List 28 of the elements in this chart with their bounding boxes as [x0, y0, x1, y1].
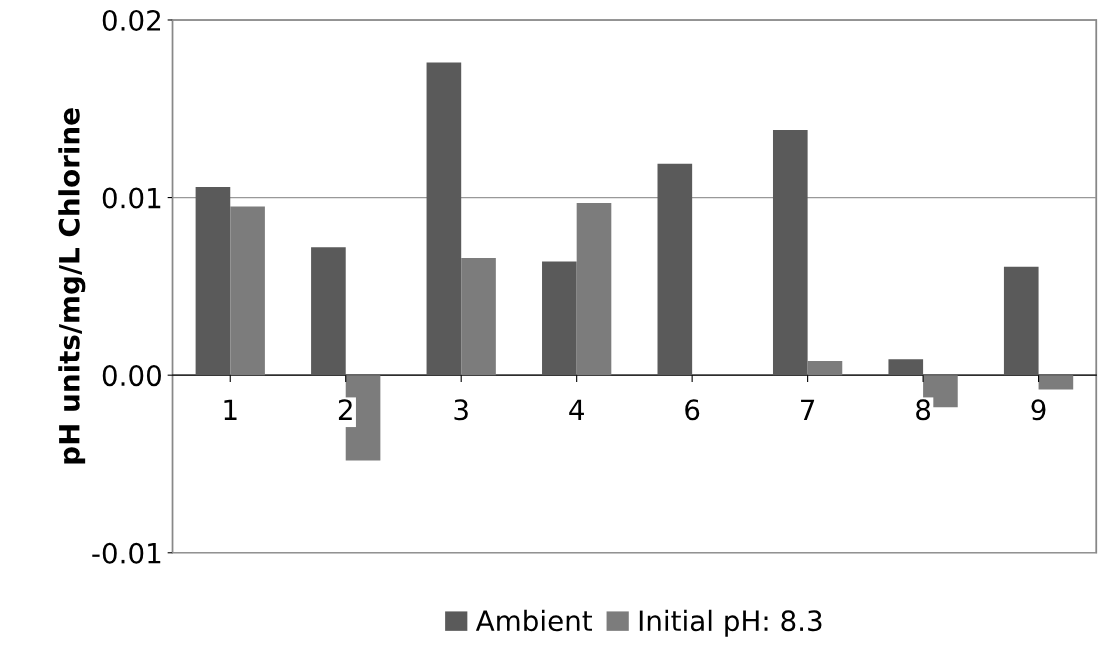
x-tick-label: 7: [801, 399, 815, 420]
y-tick-label: 0.01: [102, 187, 161, 209]
bar: [657, 163, 693, 376]
x-tick-label: 4: [569, 399, 584, 420]
bar: [807, 360, 843, 376]
y-tick-label: 0.02: [102, 9, 161, 31]
x-tick-label: 6: [685, 399, 700, 421]
bar: [542, 261, 577, 376]
bar: [230, 206, 265, 376]
y-tick-label: 0.00: [102, 365, 161, 387]
y-tick-label: -0.01: [92, 542, 161, 564]
legend-label: Ambient: [475, 609, 593, 632]
bar: [426, 62, 462, 376]
x-tick-label: 8: [916, 399, 931, 421]
bar: [461, 257, 496, 376]
bar: [1003, 266, 1039, 376]
x-tick-label: 2: [338, 399, 352, 420]
bar: [195, 186, 231, 376]
y-axis-title: pH units/mg/L Chlorine: [58, 108, 86, 464]
bar: [772, 130, 808, 376]
bar: [576, 202, 612, 376]
bar: [311, 247, 346, 376]
x-tick-label: 9: [1031, 399, 1046, 421]
legend-label: Initial pH: 8.3: [639, 609, 822, 637]
bar: [1038, 375, 1074, 390]
bar: [888, 359, 924, 376]
x-tick-label: 3: [454, 399, 468, 421]
x-tick-label: 1: [224, 399, 237, 420]
